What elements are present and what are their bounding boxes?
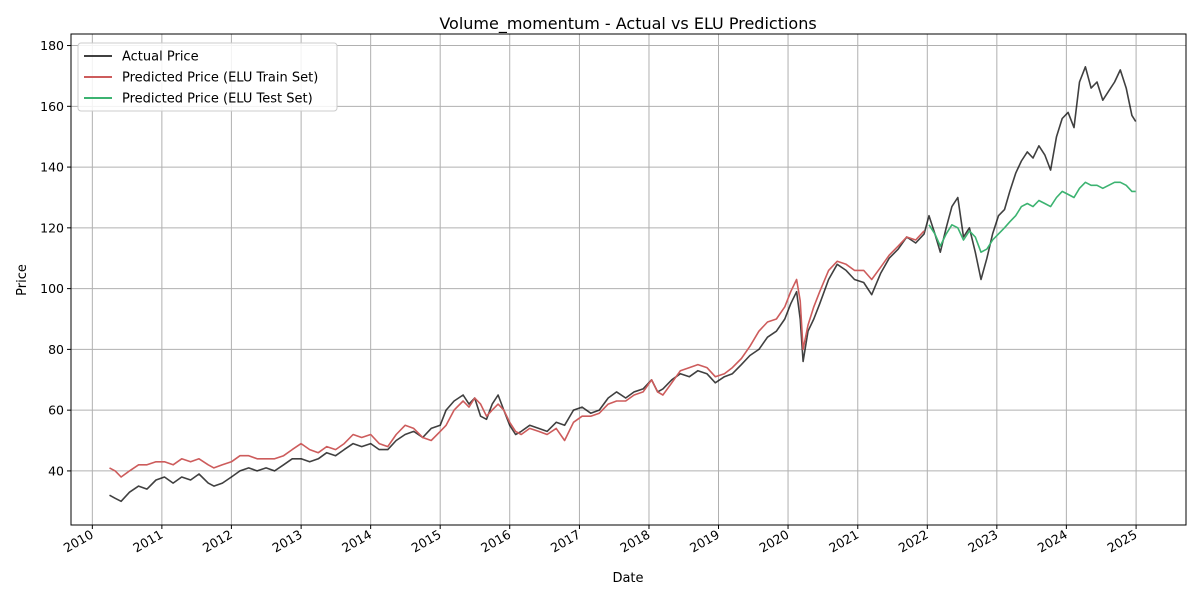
legend-label-0: Actual Price — [122, 50, 199, 65]
x-tick-label: 2011 — [130, 527, 165, 556]
series-line-1 — [109, 230, 925, 478]
y-tick-label: 60 — [48, 403, 64, 418]
legend-label-2: Predicted Price (ELU Test Set) — [122, 92, 313, 107]
y-axis-title: Price — [15, 264, 30, 296]
y-tick-label: 40 — [48, 463, 64, 478]
y-axis: 40 60 80 100 120 140 160 180 — [40, 38, 71, 478]
x-tick-label: 2018 — [617, 527, 652, 556]
y-tick-label: 80 — [48, 342, 64, 357]
x-tick-label: 2019 — [687, 527, 722, 556]
x-tick-label: 2024 — [1035, 527, 1070, 556]
legend-box — [77, 42, 338, 112]
x-tick-label: 2017 — [548, 527, 583, 556]
y-tick-label: 120 — [40, 220, 64, 235]
x-tick-label: 2010 — [61, 527, 96, 556]
plot-frame — [70, 33, 1187, 526]
x-tick-label: 2013 — [270, 527, 305, 556]
x-tick-label: 2022 — [896, 527, 931, 556]
x-tick-label: 2012 — [200, 527, 235, 556]
x-tick-label: 2016 — [478, 527, 513, 556]
x-tick-label: 2023 — [965, 527, 1000, 556]
series-line-2 — [928, 181, 1136, 253]
x-tick-label: 2025 — [1105, 527, 1140, 556]
x-axis: 2010 2011 2012 2013 2014 2015 2016 2017 2018 2019… — [61, 525, 1140, 556]
x-axis-title: Date — [612, 571, 643, 586]
series-line-0 — [109, 66, 1137, 503]
grid — [71, 34, 1186, 525]
chart-title: Volume_momentum - Actual vs ELU Predicti… — [439, 14, 816, 34]
x-tick-label: 2020 — [756, 527, 791, 556]
y-tick-label: 160 — [40, 99, 64, 114]
legend: Actual Price Predicted Price (ELU Train S… — [77, 42, 338, 112]
x-tick-label: 2014 — [339, 527, 374, 556]
legend-label-1: Predicted Price (ELU Train Set) — [122, 71, 318, 86]
series-layer — [109, 66, 1137, 503]
y-tick-label: 180 — [40, 38, 64, 53]
y-tick-label: 100 — [40, 281, 64, 296]
x-tick-label: 2015 — [409, 527, 444, 556]
y-tick-label: 140 — [40, 160, 64, 175]
x-tick-label: 2021 — [826, 527, 861, 556]
